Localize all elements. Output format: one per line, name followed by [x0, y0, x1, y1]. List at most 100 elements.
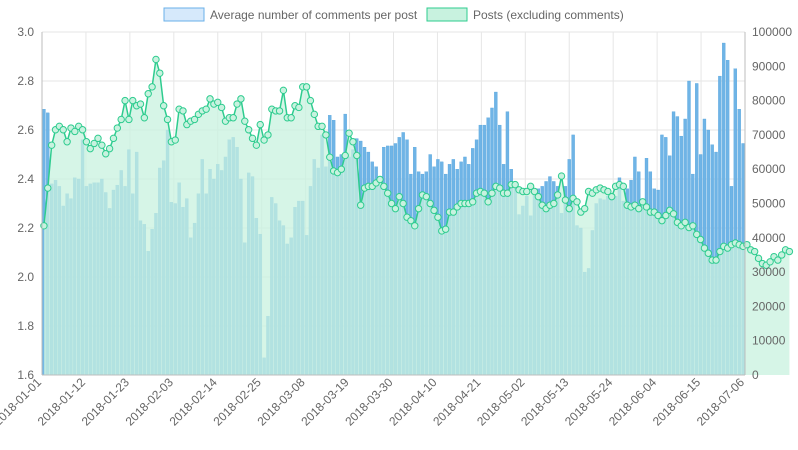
posts-point[interactable]	[550, 199, 558, 208]
posts-point[interactable]	[434, 213, 442, 221]
posts-point[interactable]	[129, 96, 137, 105]
posts-point[interactable]	[384, 189, 392, 197]
posts-point[interactable]	[163, 115, 172, 124]
posts-point[interactable]	[202, 105, 210, 113]
posts-point[interactable]	[121, 96, 129, 105]
posts-point[interactable]	[503, 189, 512, 197]
posts-point[interactable]	[778, 251, 786, 259]
posts-point[interactable]	[275, 107, 284, 115]
posts-point[interactable]	[449, 208, 458, 216]
posts-point[interactable]	[376, 175, 384, 184]
posts-point[interactable]	[411, 222, 419, 230]
posts-point[interactable]	[356, 201, 365, 209]
legend-label-posts[interactable]: Posts (excluding comments)	[473, 8, 624, 22]
posts-point[interactable]	[681, 218, 689, 227]
posts-point[interactable]	[785, 247, 794, 256]
posts-point[interactable]	[322, 131, 330, 139]
posts-point[interactable]	[468, 198, 477, 206]
posts-point[interactable]	[47, 141, 56, 149]
posts-point[interactable]	[387, 199, 396, 208]
posts-point[interactable]	[144, 90, 152, 98]
posts-point[interactable]	[136, 100, 145, 108]
posts-point[interactable]	[326, 153, 334, 161]
posts-point[interactable]	[229, 114, 237, 122]
posts-point[interactable]	[511, 180, 519, 189]
posts-point[interactable]	[573, 198, 581, 206]
posts-point[interactable]	[233, 100, 241, 108]
posts-point[interactable]	[244, 126, 253, 134]
posts-point[interactable]	[206, 95, 214, 103]
posts-point[interactable]	[766, 258, 774, 266]
posts-point[interactable]	[98, 141, 106, 149]
posts-point[interactable]	[422, 192, 431, 201]
posts-point[interactable]	[689, 222, 697, 230]
posts-point[interactable]	[117, 115, 125, 124]
posts-point[interactable]	[86, 144, 94, 153]
posts-point[interactable]	[248, 134, 257, 143]
posts-point[interactable]	[395, 192, 403, 201]
posts-point[interactable]	[496, 184, 504, 192]
posts-point[interactable]	[561, 196, 570, 204]
posts-point[interactable]	[530, 187, 539, 196]
posts-point[interactable]	[252, 141, 261, 149]
posts-point[interactable]	[581, 204, 589, 213]
posts-point[interactable]	[353, 151, 361, 160]
posts-point[interactable]	[557, 172, 566, 180]
posts-point[interactable]	[109, 134, 118, 143]
posts-point[interactable]	[71, 127, 79, 136]
posts-point[interactable]	[171, 136, 179, 144]
posts-point[interactable]	[754, 254, 763, 263]
posts-point[interactable]	[306, 96, 315, 105]
posts-point[interactable]	[287, 114, 295, 122]
posts-point[interactable]	[237, 95, 245, 103]
posts-point[interactable]	[526, 182, 535, 191]
posts-point[interactable]	[704, 249, 712, 257]
posts-point[interactable]	[63, 138, 71, 146]
posts-point[interactable]	[105, 144, 114, 153]
posts-point[interactable]	[113, 124, 122, 132]
posts-point[interactable]	[700, 244, 709, 252]
posts-point[interactable]	[696, 235, 705, 244]
posts-point[interactable]	[750, 247, 759, 256]
legend-label-comments[interactable]: Average number of comments per post	[210, 8, 418, 22]
posts-point[interactable]	[310, 110, 319, 119]
posts-point[interactable]	[662, 211, 670, 220]
posts-point[interactable]	[534, 192, 543, 201]
posts-point[interactable]	[619, 182, 628, 191]
posts-point[interactable]	[407, 216, 415, 225]
legend-swatch-posts[interactable]	[426, 7, 468, 22]
posts-point[interactable]	[256, 120, 264, 129]
posts-point[interactable]	[337, 165, 346, 173]
posts-point[interactable]	[44, 184, 52, 192]
legend-swatch-comments[interactable]	[163, 7, 205, 22]
posts-point[interactable]	[693, 230, 701, 239]
posts-point[interactable]	[148, 83, 156, 91]
posts-point[interactable]	[279, 86, 288, 95]
posts-point[interactable]	[190, 115, 199, 124]
posts-point[interactable]	[604, 187, 612, 196]
posts-point[interactable]	[295, 103, 303, 112]
posts-point[interactable]	[260, 136, 268, 144]
posts-point[interactable]	[553, 191, 562, 199]
posts-point[interactable]	[102, 150, 110, 158]
posts-point[interactable]	[654, 211, 662, 220]
posts-point[interactable]	[391, 204, 400, 213]
posts-point[interactable]	[214, 98, 222, 107]
posts-point[interactable]	[264, 131, 272, 139]
posts-point[interactable]	[59, 126, 67, 134]
posts-point[interactable]	[484, 198, 492, 206]
posts-point[interactable]	[523, 187, 531, 196]
posts-point[interactable]	[302, 83, 311, 91]
posts-point[interactable]	[638, 198, 647, 206]
posts-point[interactable]	[156, 69, 164, 77]
posts-point[interactable]	[430, 206, 438, 215]
posts-point[interactable]	[399, 199, 407, 208]
posts-point[interactable]	[179, 107, 187, 115]
posts-point[interactable]	[480, 189, 488, 197]
posts-point[interactable]	[658, 216, 666, 225]
posts-point[interactable]	[217, 103, 226, 112]
posts-point[interactable]	[414, 204, 423, 213]
posts-point[interactable]	[159, 102, 168, 110]
posts-point[interactable]	[152, 55, 160, 64]
posts-point[interactable]	[241, 117, 249, 125]
